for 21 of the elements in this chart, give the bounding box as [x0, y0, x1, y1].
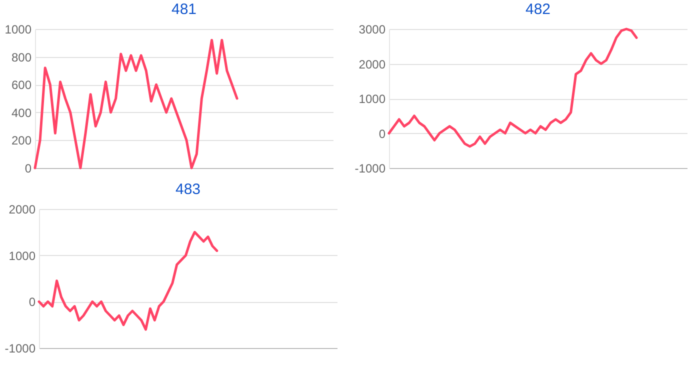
chart-title: 481: [171, 1, 197, 18]
y-tick-label: 2000: [358, 57, 386, 72]
y-tick-label: 1000: [358, 92, 386, 106]
y-tick-label: 0: [24, 162, 32, 176]
y-tick-label: 1000: [4, 22, 32, 36]
y-tick-label: 800: [11, 50, 32, 64]
line-series: [34, 38, 238, 170]
y-tick-label: 0: [28, 295, 36, 310]
y-tick-label: 0: [378, 126, 386, 141]
y-tick-label: 600: [11, 78, 32, 92]
y-tick-label: 200: [11, 134, 32, 148]
line-series: [388, 28, 638, 148]
y-tick-label: -1000: [354, 162, 386, 176]
y-tick-label: 1000: [8, 248, 36, 263]
chart-title: 483: [175, 181, 201, 198]
y-tick-label: -1000: [4, 342, 36, 356]
line-series: [38, 230, 218, 331]
y-tick-label: 2000: [8, 202, 36, 216]
y-tick-label: 400: [11, 106, 32, 120]
y-tick-label: 3000: [358, 22, 386, 36]
chart-title: 482: [525, 1, 551, 18]
